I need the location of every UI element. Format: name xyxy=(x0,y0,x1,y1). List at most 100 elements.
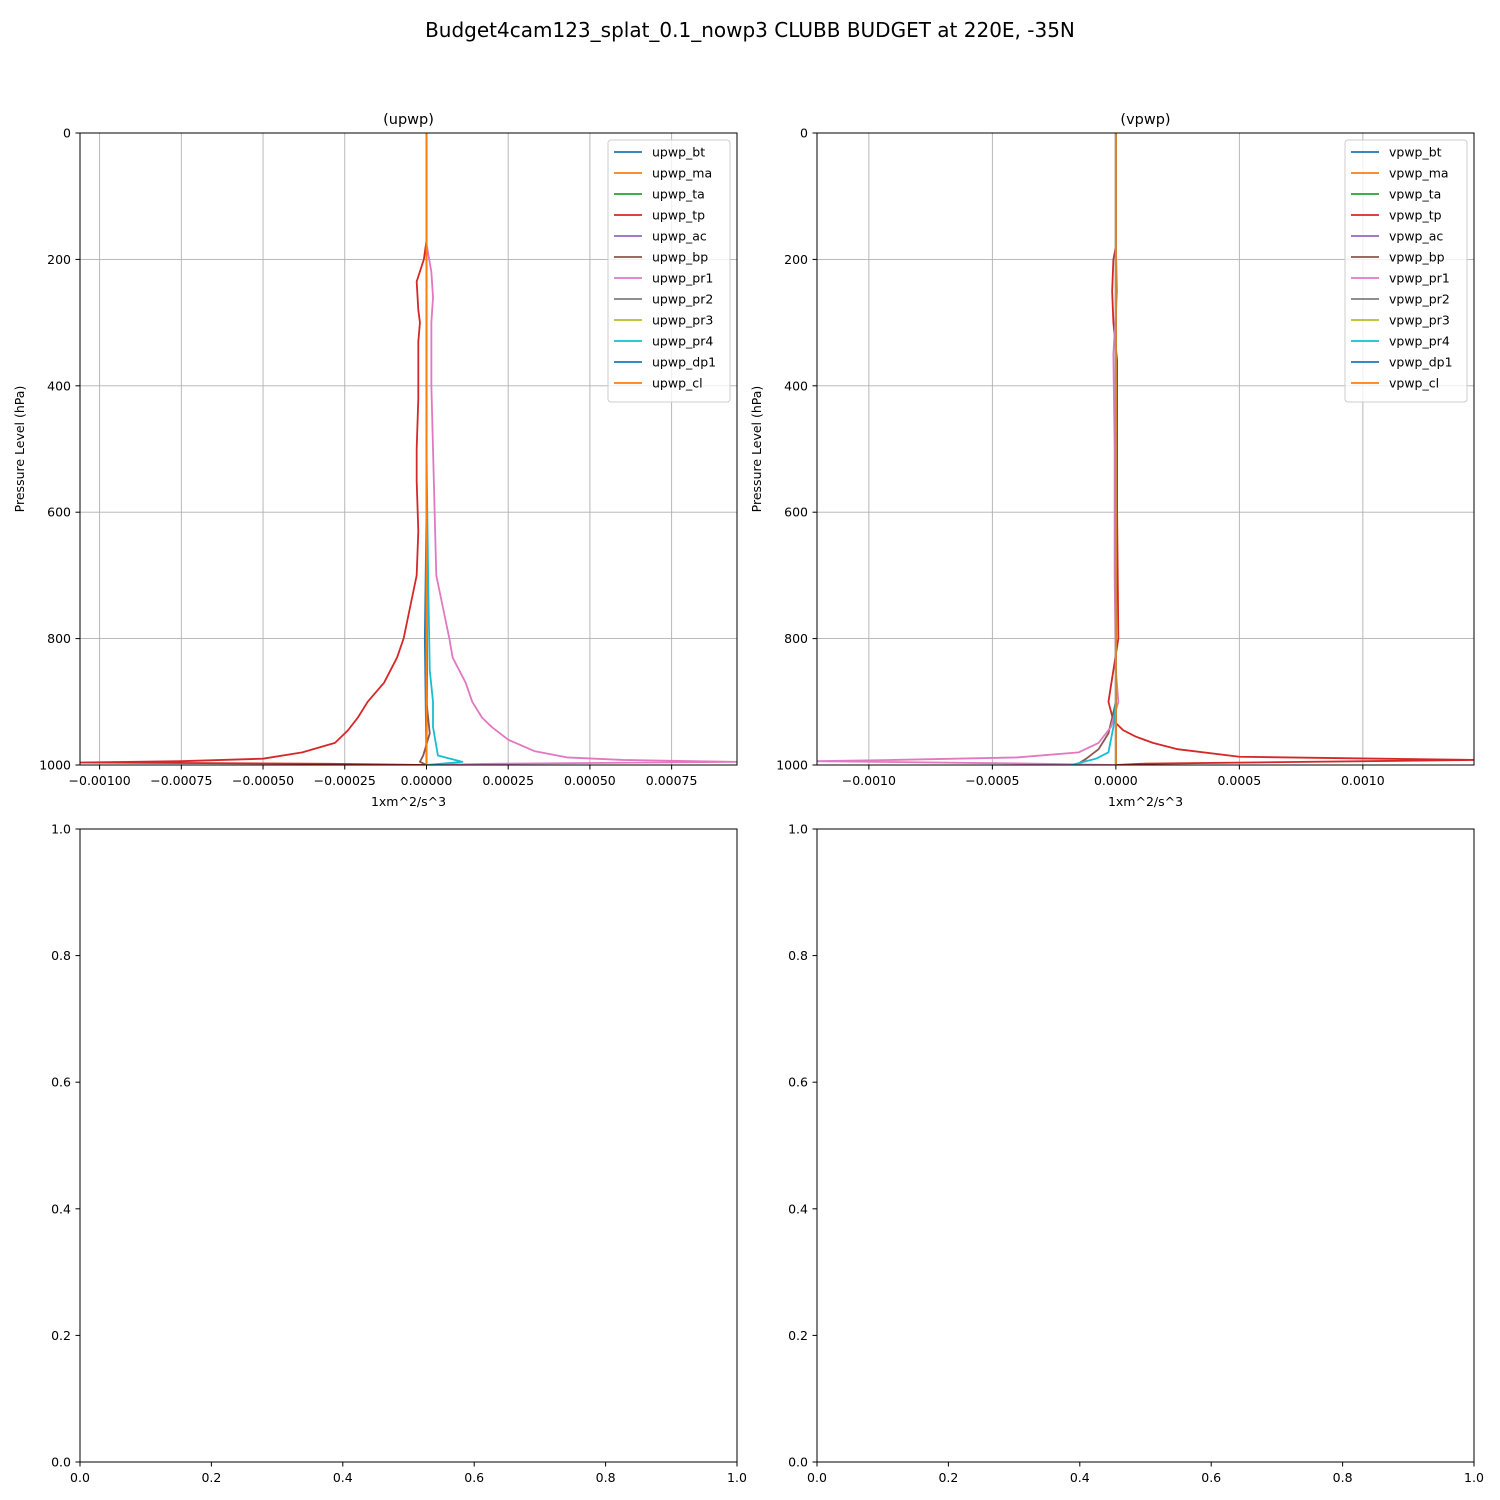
legend-label-vpwp_cl: vpwp_cl xyxy=(1389,376,1439,391)
legend-label-upwp_pr1: upwp_pr1 xyxy=(652,271,713,286)
legend-label-vpwp_pr3: vpwp_pr3 xyxy=(1389,313,1450,328)
x-tick-label: −0.0005 xyxy=(965,773,1019,788)
y-tick-label: 0.8 xyxy=(788,948,808,963)
x-tick-label: 0.0 xyxy=(70,1470,90,1485)
x-tick-label: 0.00050 xyxy=(564,773,616,788)
y-tick-label: 0.0 xyxy=(51,1455,71,1470)
y-tick-label: 0.2 xyxy=(51,1328,71,1343)
legend-label-vpwp_dp1: vpwp_dp1 xyxy=(1389,355,1453,370)
y-tick-label: 1000 xyxy=(39,758,71,773)
legend-box xyxy=(1344,139,1468,403)
x-tick-label: 0.8 xyxy=(596,1470,616,1485)
axes-frame xyxy=(79,828,738,1463)
data-lines xyxy=(817,133,1474,765)
figure-title: Budget4cam123_splat_0.1_nowp3 CLUBB BUDG… xyxy=(425,18,1075,42)
legend-label-upwp_ma: upwp_ma xyxy=(652,166,712,181)
y-tick-label: 1000 xyxy=(776,758,808,773)
axes-4: 0.0 0.2 0.4 0.6 0.8 1.0 0.0 0.2 0.4 0.6 0.8 1.0 xyxy=(788,822,1484,1486)
legend-label-upwp_bt: upwp_bt xyxy=(652,145,705,160)
x-tick-label: 0.0 xyxy=(807,1470,827,1485)
x-axis-label: 1xm^2/s^3 xyxy=(371,794,446,809)
y-tick-label: 0 xyxy=(63,126,71,141)
x-tick-label: 0.6 xyxy=(1201,1470,1221,1485)
y-tick-label: 400 xyxy=(47,378,71,393)
legend-label-vpwp_pr1: vpwp_pr1 xyxy=(1389,271,1450,286)
x-tick-label: 0.00025 xyxy=(482,773,534,788)
x-tick-label: 0.00000 xyxy=(401,773,453,788)
y-tick-label: 600 xyxy=(47,505,71,520)
x-tick-label: 0.2 xyxy=(938,1470,958,1485)
y-tick-label: 800 xyxy=(784,631,808,646)
axes-frame xyxy=(816,828,1475,1463)
x-tick-label: 0.00075 xyxy=(646,773,698,788)
legend-label-vpwp_pr2: vpwp_pr2 xyxy=(1389,292,1450,307)
x-tick-label: 0.0000 xyxy=(1094,773,1138,788)
axes-title: (upwp) xyxy=(383,112,434,128)
x-tick-label: 0.6 xyxy=(464,1470,484,1485)
legend-label-vpwp_bt: vpwp_bt xyxy=(1389,145,1442,160)
axes-frame xyxy=(816,132,1475,766)
y-axis-label: Pressure Level (hPa) xyxy=(12,386,27,513)
legend-label-upwp_bp: upwp_bp xyxy=(652,250,708,265)
x-tick-label: 1.0 xyxy=(1464,1470,1484,1485)
legend-label-upwp_dp1: upwp_dp1 xyxy=(652,355,716,370)
x-tick-label: −0.0010 xyxy=(842,773,896,788)
y-tick-label: 0.6 xyxy=(788,1075,808,1090)
axes-1: −0.00100 −0.00075 −0.00050 −0.00025 0.00000 0… xyxy=(12,112,738,809)
x-tick-label: 1.0 xyxy=(727,1470,747,1485)
y-tick-label: 200 xyxy=(47,252,71,267)
y-tick-label: 0.6 xyxy=(51,1075,71,1090)
legend-label-vpwp_pr4: vpwp_pr4 xyxy=(1389,334,1450,349)
x-tick-label: 0.8 xyxy=(1333,1470,1353,1485)
legend-label-upwp_ac: upwp_ac xyxy=(652,229,707,244)
axes-3: 0.0 0.2 0.4 0.6 0.8 1.0 0.0 0.2 0.4 0.6 0.8 1.0 xyxy=(51,822,747,1486)
legend-label-upwp_pr3: upwp_pr3 xyxy=(652,313,713,328)
y-tick-label: 1.0 xyxy=(51,822,71,837)
legend-label-vpwp_ma: vpwp_ma xyxy=(1389,166,1449,181)
y-tick-label: 800 xyxy=(47,631,71,646)
legend-label-vpwp_tp: vpwp_tp xyxy=(1389,208,1442,223)
legend-label-upwp_tp: upwp_tp xyxy=(652,208,705,223)
axes-title: (vpwp) xyxy=(1120,112,1170,128)
x-axis-label: 1xm^2/s^3 xyxy=(1108,794,1183,809)
y-tick-label: 0.8 xyxy=(51,948,71,963)
legend-label-upwp_cl: upwp_cl xyxy=(652,376,703,391)
y-tick-label: 0.0 xyxy=(788,1455,808,1470)
y-tick-label: 0.4 xyxy=(788,1201,808,1216)
y-tick-label: 600 xyxy=(784,505,808,520)
y-tick-label: 0.2 xyxy=(788,1328,808,1343)
series-line-vpwp_tp xyxy=(1107,133,1474,765)
x-tick-label: 0.0005 xyxy=(1217,773,1261,788)
data-lines xyxy=(80,133,737,765)
axes-frame xyxy=(79,132,738,766)
y-tick-label: 0.4 xyxy=(51,1201,71,1216)
legend-box xyxy=(607,139,731,403)
axes-layer: −0.00100 −0.00075 −0.00050 −0.00025 0.00000 0… xyxy=(12,112,1484,1485)
x-tick-label: 0.2 xyxy=(201,1470,221,1485)
x-tick-label: −0.00075 xyxy=(150,773,212,788)
series-line-upwp_tp xyxy=(80,133,428,765)
legend-label-vpwp_ta: vpwp_ta xyxy=(1389,187,1441,202)
y-tick-label: 200 xyxy=(784,252,808,267)
legend-label-vpwp_bp: vpwp_bp xyxy=(1389,250,1445,265)
series-line-upwp_pr1 xyxy=(425,133,737,765)
x-tick-label: −0.00050 xyxy=(232,773,294,788)
axes-2: −0.0010 −0.0005 0.0000 0.0005 0.0010 0 200 400 6… xyxy=(749,112,1475,809)
legend: upwp_bt upwp_ma upwp_ta upwp_tp upwp_ac upwp_… xyxy=(607,139,731,403)
y-tick-label: 1.0 xyxy=(788,822,808,837)
y-tick-label: 400 xyxy=(784,378,808,393)
x-tick-label: 0.4 xyxy=(333,1470,353,1485)
x-tick-label: 0.0010 xyxy=(1341,773,1385,788)
legend-label-vpwp_ac: vpwp_ac xyxy=(1389,229,1443,244)
legend: vpwp_bt vpwp_ma vpwp_ta vpwp_tp vpwp_ac vpwp_… xyxy=(1344,139,1468,403)
legend-label-upwp_pr2: upwp_pr2 xyxy=(652,292,713,307)
y-tick-label: 0 xyxy=(800,126,808,141)
y-axis-label: Pressure Level (hPa) xyxy=(749,386,764,513)
legend-label-upwp_pr4: upwp_pr4 xyxy=(652,334,713,349)
x-tick-label: −0.00100 xyxy=(69,773,131,788)
legend-label-upwp_ta: upwp_ta xyxy=(652,187,705,202)
x-tick-label: 0.4 xyxy=(1070,1470,1090,1485)
x-tick-label: −0.00025 xyxy=(314,773,376,788)
